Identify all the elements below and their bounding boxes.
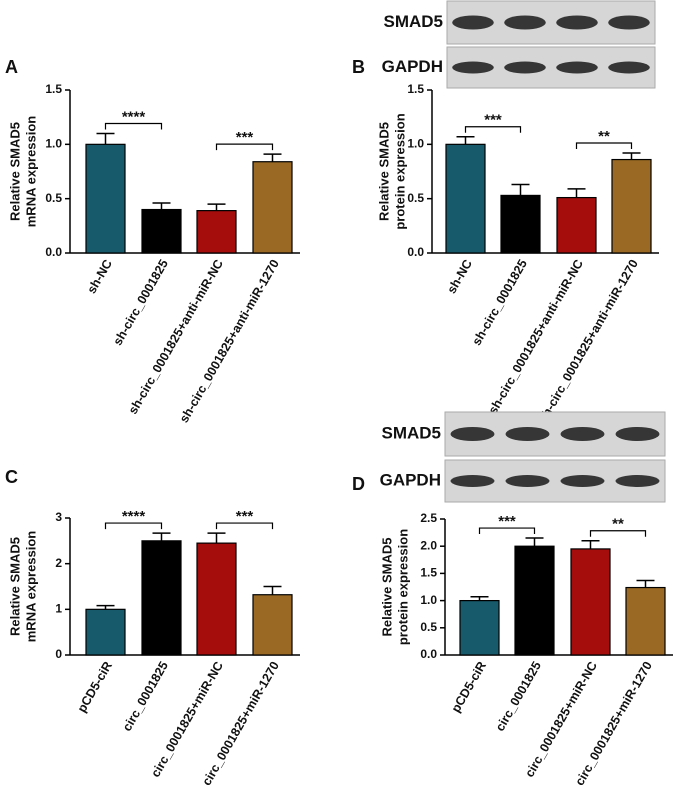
bar — [445, 143, 486, 254]
y-tick-label: 3 — [55, 510, 62, 524]
significance-bracket — [575, 142, 633, 150]
bar — [85, 143, 126, 254]
bar — [556, 196, 597, 254]
panel-letter: D — [352, 474, 365, 494]
blot-band — [560, 427, 605, 441]
bar — [500, 194, 541, 254]
bar — [611, 158, 652, 254]
y-tick-label: 1.0 — [407, 137, 424, 151]
y-tick-label: 1.5 — [420, 566, 437, 580]
significance-label: *** — [484, 112, 502, 129]
x-tick-label: sh-circ_0001825 — [111, 257, 171, 348]
blot-band — [615, 475, 660, 487]
blot-band — [608, 61, 650, 74]
blot-label: GAPDH — [380, 470, 441, 489]
x-tick-label: pCD5-ciR — [449, 659, 489, 715]
x-tick-label: sh-circ_0001825+anti-miR-NC — [486, 257, 586, 417]
x-tick-label: sh-circ_0001825+anti-miR-1270 — [177, 257, 282, 425]
x-tick-label: circ_0001825 — [120, 659, 171, 733]
significance-label: **** — [122, 108, 146, 125]
significance-bracket — [478, 527, 536, 535]
x-tick-label: sh-NC — [444, 257, 475, 296]
bar — [252, 594, 293, 656]
y-tick-label: 0.0 — [45, 245, 62, 259]
x-tick-label: pCD5-ciR — [75, 659, 115, 715]
blot-label: SMAD5 — [383, 12, 443, 31]
y-tick-label: 2.5 — [420, 511, 437, 525]
blot-band — [560, 475, 605, 487]
blot-band — [608, 15, 650, 30]
y-tick-label: 0.5 — [407, 191, 424, 205]
blot-label: GAPDH — [382, 57, 443, 76]
y-axis-label: Relative SMAD5 — [7, 122, 22, 221]
x-tick-label: sh-circ_0001825+anti-miR-NC — [126, 257, 226, 417]
blot-label: SMAD5 — [381, 423, 441, 442]
bar — [196, 210, 237, 254]
significance-label: *** — [236, 129, 254, 146]
bar — [570, 548, 611, 656]
y-tick-label: 0.0 — [420, 647, 437, 661]
x-tick-label: circ_0001825 — [493, 659, 544, 733]
y-tick-label: 0.5 — [420, 620, 437, 634]
significance-label: *** — [236, 508, 254, 525]
y-axis-label: protein expression — [392, 113, 407, 229]
blot-band — [450, 475, 495, 487]
x-tick-label: sh-NC — [84, 257, 115, 296]
significance-bracket — [104, 522, 163, 530]
blot-band — [452, 15, 494, 30]
significance-label: **** — [122, 508, 146, 525]
significance-label: ** — [598, 128, 610, 145]
y-tick-label: 0 — [55, 647, 62, 661]
blot-band — [615, 427, 660, 441]
significance-bracket — [215, 522, 274, 530]
bar — [514, 545, 555, 656]
significance-bracket — [464, 126, 522, 133]
y-tick-label: 2 — [55, 556, 62, 570]
bar — [252, 161, 293, 254]
bar — [625, 586, 666, 656]
y-axis-label: protein expression — [395, 529, 410, 645]
y-tick-label: 1.0 — [45, 137, 62, 151]
significance-bracket — [589, 530, 647, 537]
panel-letter: B — [352, 57, 365, 77]
x-tick-label: sh-circ_0001825 — [470, 257, 530, 348]
bar — [141, 208, 182, 254]
bar — [141, 540, 182, 656]
bar — [459, 599, 500, 656]
significance-bracket — [215, 143, 274, 151]
y-axis-label: mRNA expression — [23, 116, 38, 228]
y-tick-label: 2.0 — [420, 538, 437, 552]
significance-label: *** — [498, 513, 516, 530]
y-tick-label: 1.5 — [45, 82, 62, 96]
blot-band — [505, 427, 550, 441]
panel-letter: C — [5, 467, 18, 487]
blot-band — [452, 61, 494, 74]
blot-band — [505, 475, 550, 487]
bar — [85, 608, 126, 656]
blot-band — [450, 427, 495, 441]
y-axis-label: Relative SMAD5 — [376, 122, 391, 221]
y-tick-label: 0.0 — [407, 245, 424, 259]
bar — [196, 542, 237, 656]
y-tick-label: 1 — [55, 602, 62, 616]
y-axis-label: mRNA expression — [23, 531, 38, 643]
significance-bracket — [104, 122, 163, 130]
panel-letter: A — [5, 57, 18, 77]
y-axis-label: Relative SMAD5 — [379, 538, 394, 637]
significance-label: ** — [612, 516, 624, 533]
y-tick-label: 1.5 — [407, 82, 424, 96]
blot-band — [504, 61, 546, 74]
blot-band — [556, 61, 598, 74]
y-axis-label: Relative SMAD5 — [7, 537, 22, 636]
y-tick-label: 1.0 — [420, 593, 437, 607]
blot-band — [556, 15, 598, 30]
y-tick-label: 0.5 — [45, 191, 62, 205]
blot-band — [504, 15, 546, 30]
x-tick-label: sh-circ_0001825+anti-miR-1270 — [536, 257, 641, 425]
